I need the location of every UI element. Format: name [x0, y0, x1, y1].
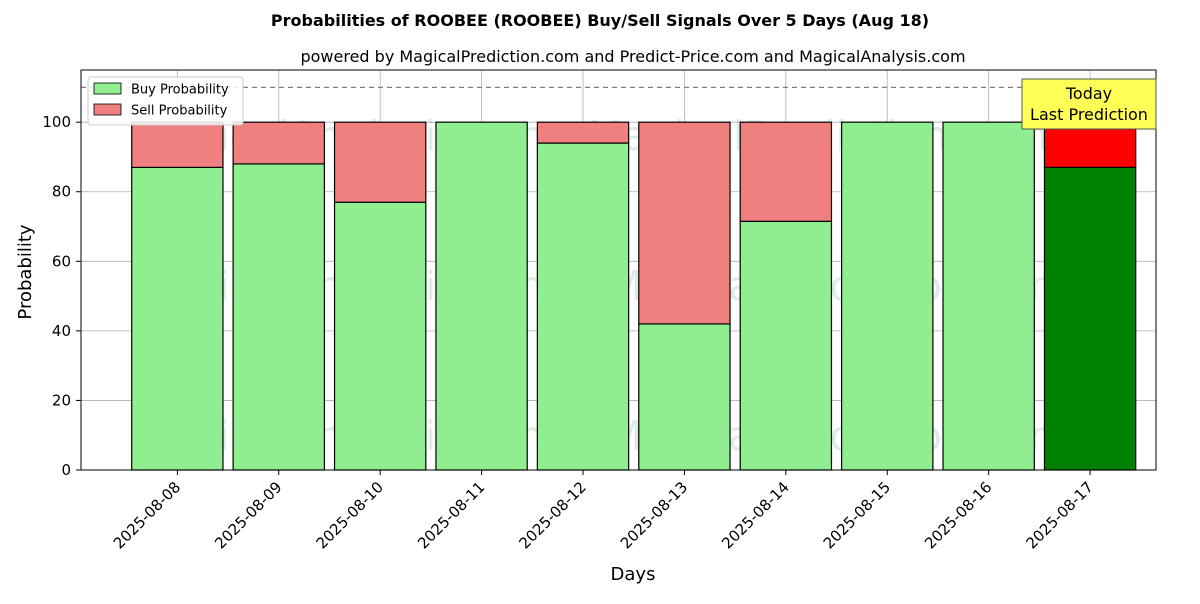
buy-bar	[638, 323, 731, 471]
buy-bar	[841, 121, 934, 471]
buy-bar	[536, 142, 630, 471]
buy-bar	[739, 220, 833, 471]
plot-frame	[80, 69, 1157, 471]
y-tick-label: 100	[42, 113, 71, 131]
sell-bar	[739, 121, 833, 222]
sell-bar	[333, 121, 427, 203]
y-tick-label: 80	[52, 183, 71, 201]
sell-bar	[638, 121, 731, 325]
y-tick-label: 20	[52, 391, 71, 409]
y-tick-label: 40	[52, 322, 71, 340]
sell-bar	[232, 121, 325, 165]
y-axis-label: Probability	[15, 224, 36, 319]
buy-bar	[131, 166, 224, 471]
legend-label-sell: Sell Probability	[131, 104, 228, 119]
y-tick-label: 60	[52, 252, 71, 270]
chart-title: Probabilities of ROOBEE (ROOBEE) Buy/Sel…	[271, 11, 929, 30]
legend-label-buy: Buy Probability	[131, 83, 229, 98]
legend-box	[87, 76, 244, 126]
annotation-line-2: Last Prediction	[1030, 105, 1148, 124]
chart-subtitle: powered by MagicalPrediction.com and Pre…	[300, 47, 965, 66]
buy-bar	[942, 121, 1035, 471]
x-axis-label: Days	[611, 564, 656, 585]
buy-bar	[435, 121, 528, 471]
buy-bar	[1043, 166, 1137, 471]
legend: Buy Probability Sell Probability	[87, 76, 244, 126]
annotation-box	[1021, 78, 1157, 130]
today-annotation: Today Last Prediction	[1021, 78, 1157, 130]
sell-bar	[536, 121, 630, 144]
buy-bar	[333, 201, 427, 471]
annotation-line-1: Today	[1065, 84, 1112, 103]
sell-bar	[131, 121, 224, 168]
buy-bar	[232, 163, 325, 471]
y-tick-label: 0	[61, 461, 71, 479]
bar-layer	[131, 121, 1137, 471]
legend-swatch-sell	[93, 103, 122, 116]
legend-swatch-buy	[93, 82, 122, 95]
